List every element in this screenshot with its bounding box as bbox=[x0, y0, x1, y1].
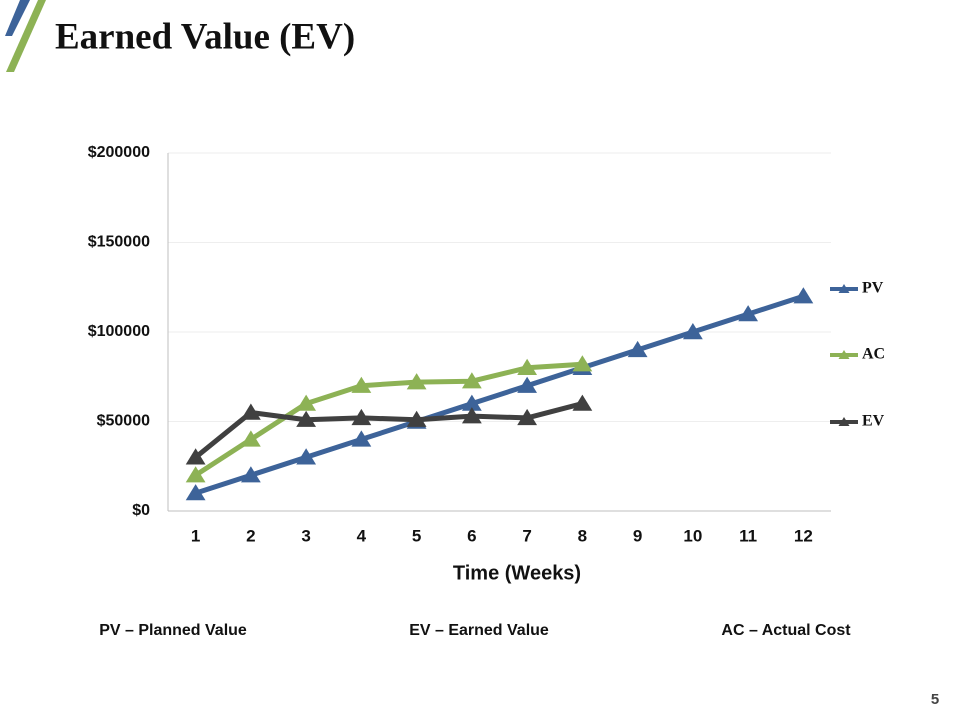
x-axis-title: Time (Weeks) bbox=[453, 562, 581, 584]
point-marker bbox=[185, 484, 206, 501]
y-tick-label: $50000 bbox=[97, 413, 150, 430]
x-tick-label: 5 bbox=[412, 526, 421, 545]
point-marker bbox=[738, 305, 759, 322]
x-tick-label: 6 bbox=[467, 526, 476, 545]
point-marker bbox=[682, 323, 703, 340]
x-tick-label: 4 bbox=[357, 526, 367, 545]
legend-label: PV bbox=[862, 280, 884, 297]
series-line bbox=[194, 361, 583, 478]
point-marker bbox=[793, 287, 814, 304]
point-marker bbox=[517, 376, 538, 393]
point-marker bbox=[185, 448, 206, 465]
legend-label: EV bbox=[862, 413, 885, 430]
y-tick-label: $150000 bbox=[88, 234, 150, 251]
legend-label: AC bbox=[862, 346, 885, 363]
x-tick-label: 11 bbox=[739, 526, 757, 545]
point-marker bbox=[185, 466, 206, 483]
point-marker bbox=[351, 408, 372, 426]
point-marker bbox=[240, 466, 261, 483]
point-marker bbox=[351, 376, 372, 393]
point-marker bbox=[461, 407, 482, 424]
y-tick-label: $200000 bbox=[88, 144, 150, 161]
point-marker bbox=[296, 394, 317, 411]
legend-marker bbox=[838, 284, 850, 293]
point-marker bbox=[572, 355, 593, 372]
page-number: 5 bbox=[931, 691, 939, 708]
point-marker bbox=[240, 403, 261, 420]
slide-title: Earned Value (EV) bbox=[55, 16, 355, 57]
x-tick-label: 2 bbox=[246, 526, 255, 545]
point-marker bbox=[296, 410, 317, 427]
x-tick-label: 10 bbox=[683, 526, 702, 545]
x-tick-label: 8 bbox=[578, 526, 587, 545]
y-tick-label: $100000 bbox=[88, 323, 150, 340]
point-marker bbox=[461, 394, 482, 411]
decor-slash-green bbox=[6, 0, 46, 72]
x-tick-label: 7 bbox=[522, 526, 531, 545]
decor-slash-blue bbox=[5, 0, 30, 36]
point-marker bbox=[351, 430, 372, 447]
footer-note: PV – Planned Value bbox=[99, 622, 247, 639]
x-tick-label: 3 bbox=[301, 526, 310, 545]
legend-marker bbox=[838, 417, 850, 426]
point-marker bbox=[296, 448, 317, 465]
point-marker bbox=[406, 373, 427, 390]
x-tick-label: 12 bbox=[794, 526, 813, 545]
point-marker bbox=[517, 408, 538, 426]
y-tick-label: $0 bbox=[132, 502, 150, 519]
point-marker bbox=[406, 410, 427, 427]
series-line bbox=[194, 293, 805, 496]
point-marker bbox=[627, 340, 648, 358]
point-marker bbox=[572, 394, 593, 411]
x-tick-label: 1 bbox=[191, 526, 200, 545]
x-tick-label: 9 bbox=[633, 526, 642, 545]
series-line bbox=[194, 401, 584, 460]
point-marker bbox=[517, 358, 538, 375]
legend-marker bbox=[838, 350, 850, 359]
footer-note: AC – Actual Cost bbox=[721, 622, 851, 639]
point-marker bbox=[240, 430, 261, 447]
footer-note: EV – Earned Value bbox=[409, 622, 549, 639]
point-marker bbox=[461, 372, 482, 389]
